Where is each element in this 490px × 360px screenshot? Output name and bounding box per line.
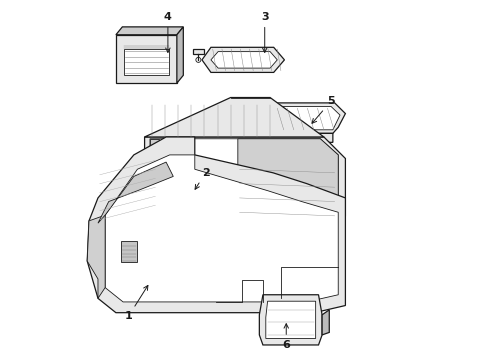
Polygon shape xyxy=(238,139,338,216)
Text: 6: 6 xyxy=(282,324,290,350)
Polygon shape xyxy=(116,35,177,83)
Polygon shape xyxy=(267,103,345,134)
Polygon shape xyxy=(177,27,183,83)
Bar xyxy=(124,49,169,75)
Text: 2: 2 xyxy=(195,168,209,189)
Polygon shape xyxy=(266,301,316,338)
Polygon shape xyxy=(211,51,277,68)
Polygon shape xyxy=(259,295,322,345)
Polygon shape xyxy=(145,98,324,137)
Text: 3: 3 xyxy=(261,12,269,53)
Polygon shape xyxy=(322,310,329,335)
Polygon shape xyxy=(272,134,333,142)
Polygon shape xyxy=(87,215,105,298)
Bar xyxy=(122,241,137,262)
Polygon shape xyxy=(116,27,183,35)
Polygon shape xyxy=(193,49,204,54)
Polygon shape xyxy=(87,137,345,313)
Text: 1: 1 xyxy=(124,285,148,321)
Polygon shape xyxy=(105,155,338,302)
Circle shape xyxy=(196,57,201,62)
Polygon shape xyxy=(150,139,338,216)
Polygon shape xyxy=(272,107,340,130)
Text: 4: 4 xyxy=(164,12,172,53)
Polygon shape xyxy=(145,137,345,223)
Polygon shape xyxy=(202,47,285,72)
Polygon shape xyxy=(98,162,173,223)
Text: 5: 5 xyxy=(312,96,335,123)
Polygon shape xyxy=(150,139,159,216)
